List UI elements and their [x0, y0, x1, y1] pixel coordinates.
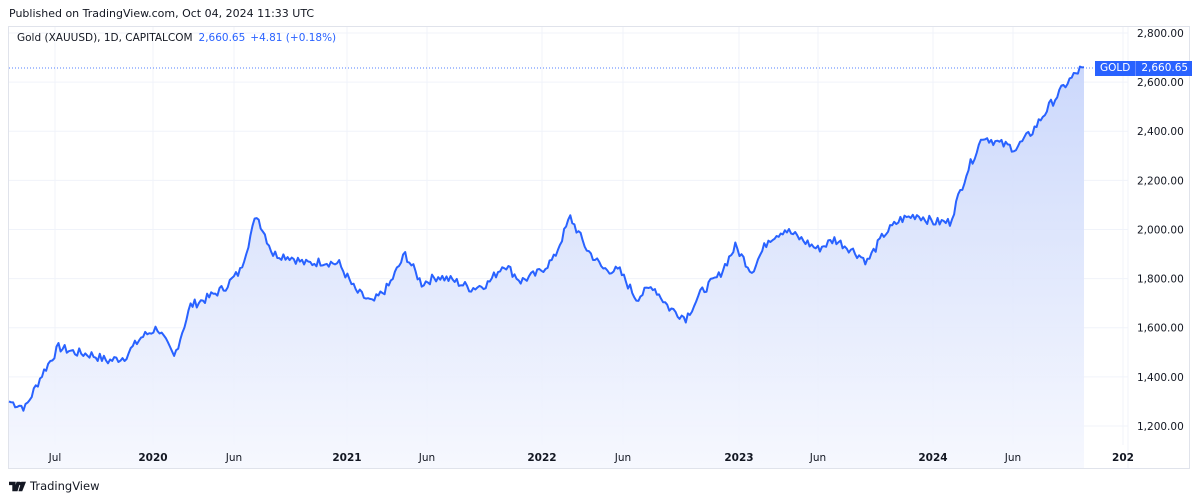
last-value: 2,660.65	[198, 32, 246, 44]
symbol-description: Gold (XAUUSD), 1D, CAPITALCOM	[17, 32, 193, 44]
footer-brand-label: TradingView	[30, 479, 100, 493]
price-line	[8, 65, 1085, 412]
time-axis-label: 2020	[138, 452, 167, 464]
price-axis-label: 2,600.00	[1137, 77, 1184, 89]
time-axis-label: 2023	[724, 452, 753, 464]
time-axis-label: 202	[1112, 452, 1134, 464]
time-axis-label: Jun	[809, 452, 826, 464]
time-axis-label: Jun	[614, 452, 631, 464]
price-axis-label: 1,800.00	[1137, 274, 1184, 286]
price-axis-label: 1,400.00	[1137, 372, 1184, 384]
price-tag-value: 2,660.65	[1136, 61, 1193, 76]
time-axis-label: Jul	[48, 452, 62, 464]
time-axis[interactable]: Jul 2020 Jun 2021 Jun 2022 Jun 2023 Jun 2024 Jun 20…	[48, 452, 1134, 464]
price-axis-label: 1,600.00	[1137, 323, 1184, 335]
price-axis-label: 2,800.00	[1137, 28, 1184, 40]
time-axis-label: Jun	[1004, 452, 1021, 464]
price-axis-label: 2,400.00	[1137, 126, 1184, 138]
price-tag-symbol: GOLD	[1095, 61, 1137, 76]
tradingview-logo-icon	[9, 481, 26, 491]
time-axis-label: 2021	[332, 452, 361, 464]
price-axis-label: 2,000.00	[1137, 224, 1184, 236]
price-axis[interactable]: 2,800.00 2,600.00 2,400.00 2,200.00 2,000.00…	[1137, 28, 1184, 433]
footer-brand[interactable]: TradingView	[9, 479, 99, 493]
time-axis-label: Jun	[418, 452, 435, 464]
time-axis-label: Jun	[225, 452, 242, 464]
published-note: Published on TradingView.com, Oct 04, 20…	[9, 7, 315, 20]
price-axis-label: 1,200.00	[1137, 421, 1184, 433]
time-axis-label: 2022	[527, 452, 556, 464]
price-change: +4.81 (+0.18%)	[250, 32, 337, 44]
chart-legend: Gold (XAUUSD), 1D, CAPITALCOM 2,660.65 +4.…	[17, 32, 336, 44]
time-axis-label: 2024	[918, 452, 947, 464]
price-axis-label: 2,200.00	[1137, 175, 1184, 187]
last-price-tag: GOLD 2,660.65	[1095, 61, 1193, 76]
price-area-fill	[9, 66, 1084, 468]
